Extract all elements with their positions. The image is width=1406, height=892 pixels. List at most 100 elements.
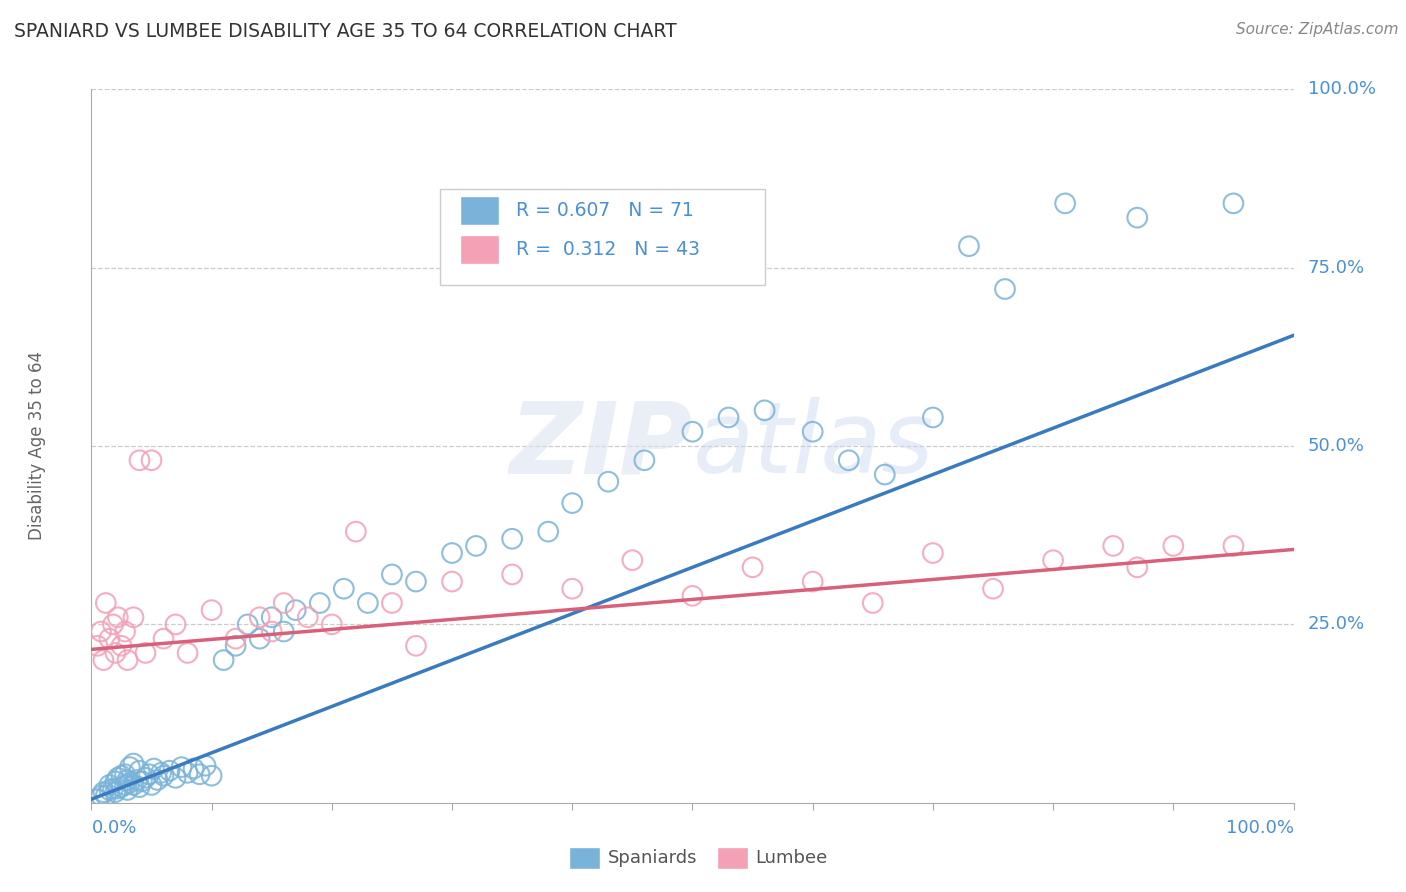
Point: [86, 639, 108, 653]
Point: [212, 653, 235, 667]
Point: [1222, 539, 1244, 553]
Point: [249, 632, 271, 646]
Point: [90, 789, 112, 803]
Point: [260, 624, 283, 639]
Point: [862, 596, 884, 610]
Text: R = 0.607   N = 71: R = 0.607 N = 71: [516, 201, 693, 220]
Point: [1126, 211, 1149, 225]
Point: [134, 646, 156, 660]
Point: [741, 560, 763, 574]
Point: [1042, 553, 1064, 567]
Point: [284, 603, 307, 617]
Point: [138, 767, 160, 781]
FancyBboxPatch shape: [460, 196, 499, 225]
Point: [117, 783, 139, 797]
Point: [357, 596, 380, 610]
Point: [754, 403, 776, 417]
Point: [273, 624, 295, 639]
Point: [122, 610, 145, 624]
Point: [114, 778, 136, 792]
Point: [225, 632, 247, 646]
Point: [176, 765, 198, 780]
Point: [308, 596, 330, 610]
Point: [134, 771, 156, 785]
Text: 100.0%: 100.0%: [1308, 80, 1376, 98]
Point: [297, 610, 319, 624]
Point: [117, 653, 139, 667]
Point: [873, 467, 896, 482]
Point: [165, 771, 187, 785]
Point: [1161, 539, 1184, 553]
Point: [201, 769, 224, 783]
Point: [141, 778, 163, 792]
Point: [94, 596, 117, 610]
Point: [981, 582, 1004, 596]
Point: [128, 764, 150, 778]
Point: [122, 778, 145, 792]
Point: [465, 539, 488, 553]
Point: [110, 769, 132, 783]
Text: R =  0.312   N = 43: R = 0.312 N = 43: [516, 240, 700, 260]
Point: [717, 410, 740, 425]
Point: [405, 639, 427, 653]
Point: [440, 546, 463, 560]
Point: [86, 792, 108, 806]
Point: [344, 524, 367, 539]
Point: [633, 453, 655, 467]
Point: [114, 767, 136, 781]
Point: [128, 453, 150, 467]
Point: [381, 596, 404, 610]
Point: [561, 496, 583, 510]
Point: [104, 774, 127, 789]
Point: [125, 772, 148, 787]
Text: Disability Age 35 to 64: Disability Age 35 to 64: [28, 351, 46, 541]
Text: SPANIARD VS LUMBEE DISABILITY AGE 35 TO 64 CORRELATION CHART: SPANIARD VS LUMBEE DISABILITY AGE 35 TO …: [14, 22, 676, 41]
Text: Source: ZipAtlas.com: Source: ZipAtlas.com: [1236, 22, 1399, 37]
Point: [170, 760, 193, 774]
Point: [98, 778, 121, 792]
Point: [333, 582, 356, 596]
Point: [107, 771, 129, 785]
Point: [152, 632, 174, 646]
Point: [537, 524, 560, 539]
Point: [381, 567, 404, 582]
Text: ZIP: ZIP: [509, 398, 692, 494]
Point: [194, 758, 217, 772]
Point: [107, 781, 129, 796]
Point: [104, 785, 127, 799]
Point: [110, 639, 132, 653]
Point: [801, 425, 824, 439]
Text: 75.0%: 75.0%: [1308, 259, 1365, 277]
Point: [152, 769, 174, 783]
FancyBboxPatch shape: [460, 235, 499, 264]
Point: [176, 646, 198, 660]
Point: [131, 774, 153, 789]
Point: [321, 617, 343, 632]
Point: [260, 610, 283, 624]
Point: [249, 610, 271, 624]
Point: [188, 767, 211, 781]
Text: atlas: atlas: [692, 398, 934, 494]
Point: [922, 410, 945, 425]
Point: [225, 639, 247, 653]
Point: [1054, 196, 1077, 211]
Point: [150, 765, 173, 780]
Point: [922, 546, 945, 560]
FancyBboxPatch shape: [440, 189, 765, 285]
Point: [273, 596, 295, 610]
Point: [501, 532, 523, 546]
Point: [801, 574, 824, 589]
Point: [107, 610, 129, 624]
Point: [957, 239, 980, 253]
Point: [1126, 560, 1149, 574]
Point: [681, 589, 703, 603]
Text: Lumbee: Lumbee: [755, 849, 827, 867]
Point: [440, 574, 463, 589]
Point: [621, 553, 644, 567]
Point: [681, 425, 703, 439]
Point: [93, 653, 115, 667]
Point: [98, 632, 121, 646]
Text: 100.0%: 100.0%: [1226, 819, 1294, 837]
Point: [561, 582, 583, 596]
Point: [117, 772, 139, 787]
